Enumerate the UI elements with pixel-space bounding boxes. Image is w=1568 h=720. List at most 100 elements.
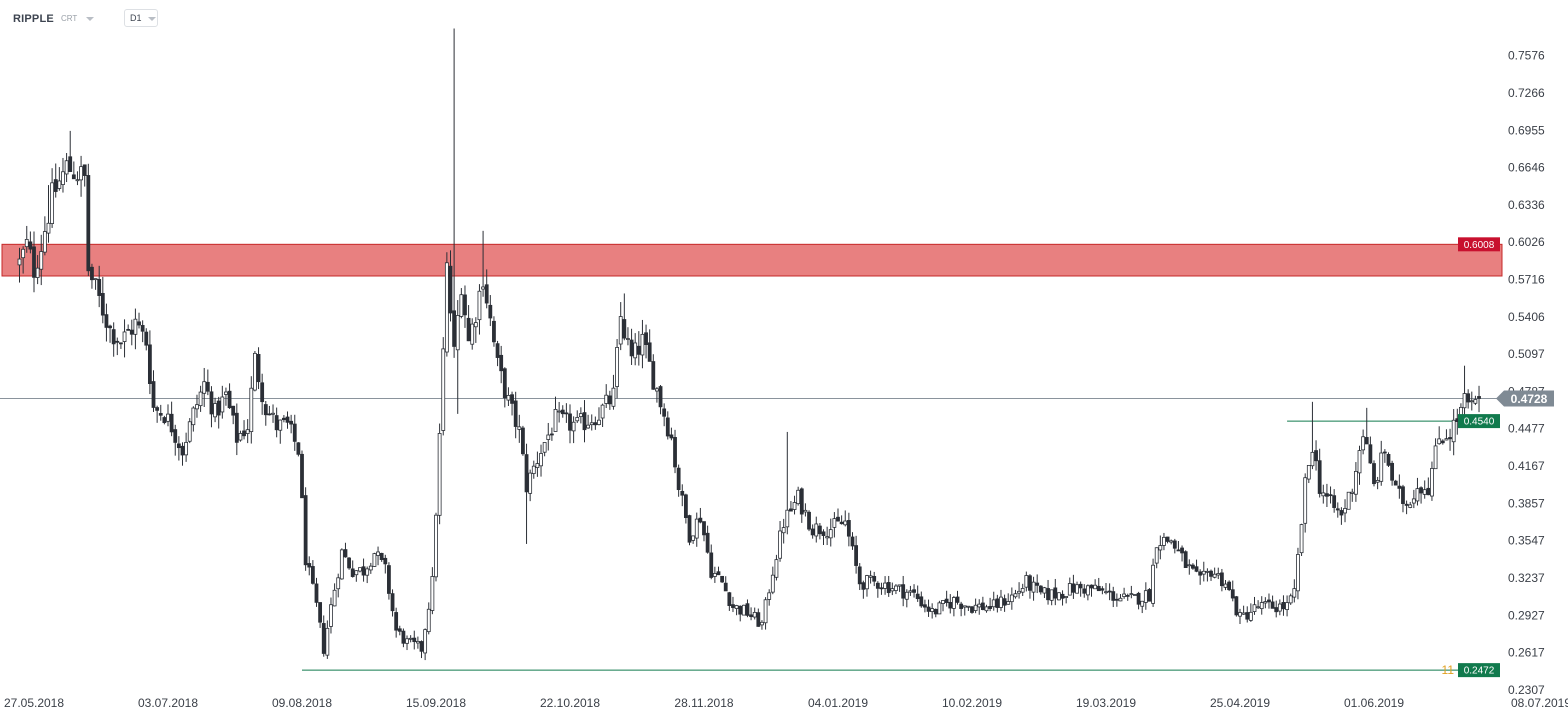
candle-body: [423, 629, 428, 654]
candle-body: [506, 395, 511, 401]
candle-body: [224, 391, 228, 395]
candle-body: [1397, 485, 1402, 489]
candle-body: [1368, 444, 1373, 464]
candle-body: [318, 602, 323, 623]
candle-body: [263, 404, 268, 416]
candle-body: [578, 413, 583, 418]
candle-body: [1350, 491, 1355, 494]
candle-body: [1147, 589, 1152, 602]
candle-body: [71, 174, 76, 180]
y-tick-label: 0.3857: [1508, 496, 1545, 510]
candle-body: [741, 604, 746, 616]
candle-body: [1216, 573, 1221, 576]
candle-body: [948, 601, 953, 609]
candle-body: [1245, 612, 1250, 620]
candle-body: [1270, 601, 1275, 609]
timeframe-chevron-icon[interactable]: [148, 17, 156, 21]
candle-body: [1136, 592, 1141, 605]
candle-body: [495, 343, 500, 358]
candle-body: [904, 591, 909, 600]
candle-body: [669, 434, 674, 439]
x-tick-label: 04.01.2019: [808, 696, 868, 710]
candle-body: [1390, 462, 1395, 481]
candle-body: [303, 495, 308, 566]
candle-body: [622, 319, 627, 339]
symbol-dropdown-chevron-icon[interactable]: [86, 17, 94, 21]
candle-body: [1314, 450, 1318, 462]
candle-body: [709, 552, 714, 578]
candle-body: [1285, 602, 1289, 610]
candle-body: [166, 413, 170, 422]
candle-body: [517, 426, 522, 430]
candle-body: [405, 638, 409, 644]
candle-body: [292, 423, 297, 442]
candle-body: [21, 248, 26, 259]
candle-body: [57, 180, 62, 189]
candle-body: [1118, 597, 1123, 602]
candle-body: [209, 391, 214, 415]
x-tick-label: 22.10.2018: [540, 696, 600, 710]
candle-body: [1140, 600, 1145, 607]
candle-body: [524, 454, 529, 493]
candle-body: [991, 599, 996, 608]
candle-body: [752, 611, 757, 618]
y-tick-label: 0.6026: [1508, 235, 1545, 249]
candle-body: [1444, 438, 1449, 441]
candle-body: [470, 323, 475, 345]
candle-body: [271, 412, 275, 415]
candle-body: [213, 403, 217, 418]
candle-body: [231, 405, 236, 416]
candle-body: [629, 339, 634, 357]
candle-body: [890, 588, 895, 592]
symbol-name[interactable]: RIPPLE: [13, 13, 54, 25]
candle-body: [875, 582, 880, 589]
candle-body: [437, 433, 442, 516]
candle-body: [687, 515, 692, 543]
candle-body: [1212, 573, 1217, 578]
candle-body: [1440, 440, 1445, 444]
exchange-label[interactable]: CRT: [61, 14, 78, 23]
candle-body: [521, 427, 525, 455]
candle-body: [220, 396, 225, 413]
candle-body: [387, 565, 391, 594]
candle-body: [1169, 540, 1174, 543]
candle-body: [1277, 603, 1282, 612]
candle-body: [970, 606, 974, 613]
candle-body: [995, 598, 1000, 608]
candle-body: [756, 612, 761, 627]
candle-body: [1451, 419, 1456, 443]
candle-body: [1067, 583, 1072, 596]
candle-body: [1176, 549, 1181, 552]
candle-body: [376, 551, 380, 556]
candle-body: [959, 603, 964, 609]
candle-body: [1408, 504, 1413, 508]
x-tick-label: 08.07.2019: [1511, 696, 1568, 710]
candle-body: [1422, 489, 1427, 495]
candle-body: [1401, 486, 1405, 504]
candle-body: [839, 521, 844, 525]
candle-body: [1288, 595, 1293, 604]
candle-body: [1259, 602, 1264, 610]
candle-body: [336, 577, 341, 590]
support-price-label: 0.4540: [1464, 417, 1495, 428]
candle-body: [510, 394, 514, 404]
candle-body: [1310, 451, 1315, 467]
candle-body: [358, 567, 362, 572]
candle-body: [79, 166, 83, 181]
candle-body: [477, 290, 482, 321]
candle-body: [861, 582, 866, 590]
candle-body: [615, 347, 619, 387]
candle-body: [1082, 588, 1087, 594]
candle-body: [683, 494, 688, 519]
timeframe-selector[interactable]: D1: [124, 9, 158, 27]
candle-body: [836, 516, 840, 522]
candle-body: [807, 511, 811, 530]
y-tick-label: 0.6646: [1508, 160, 1545, 174]
candle-body: [1071, 583, 1076, 593]
candle-body: [712, 572, 717, 577]
candle-body: [694, 518, 699, 539]
bar-counter: 11: [1442, 663, 1455, 677]
candle-body: [636, 345, 641, 355]
candle-body: [1462, 393, 1467, 409]
